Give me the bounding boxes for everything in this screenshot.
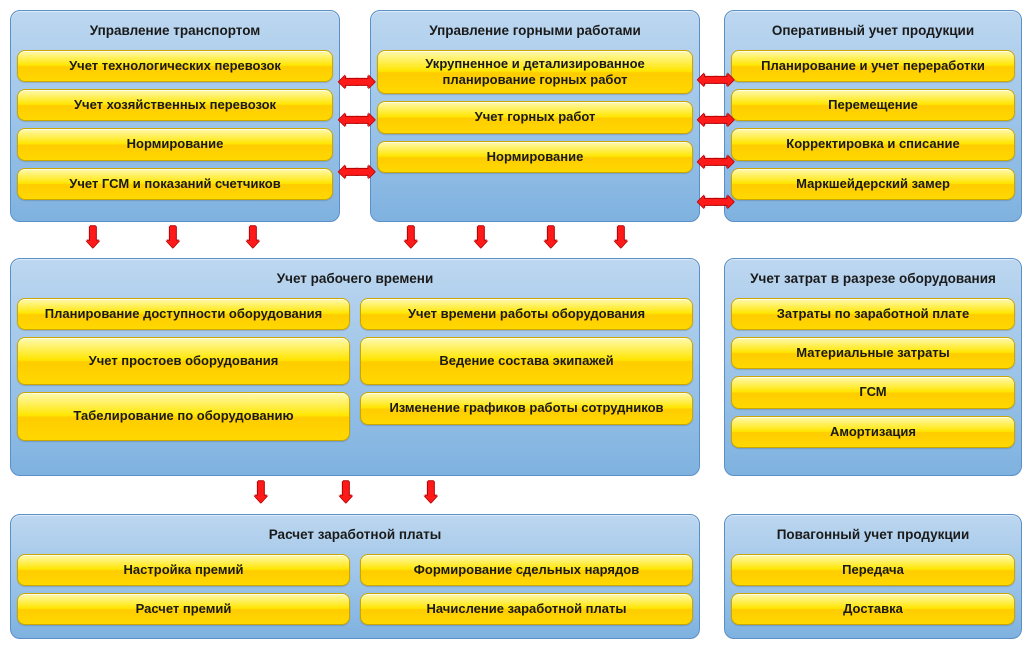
- item: Материальные затраты: [731, 337, 1015, 369]
- arrow-bi-icon: ⬅➡: [338, 106, 370, 132]
- panel-payroll-title: Расчет заработной платы: [17, 521, 693, 554]
- item: Амортизация: [731, 416, 1015, 448]
- item: Учет горных работ: [377, 101, 693, 133]
- panel-worktime: Учет рабочего времени Планирование досту…: [10, 258, 700, 476]
- panel-transport: Управление транспортом Учет технологичес…: [10, 10, 340, 222]
- arrow-down-icon: ⬇: [540, 223, 562, 252]
- arrow-bi-icon: ⬅➡: [697, 66, 729, 92]
- arrow-down-icon: ⬇: [335, 478, 357, 507]
- item: Доставка: [731, 593, 1015, 625]
- arrow-down-icon: ⬇: [162, 223, 184, 252]
- item: Учет времени работы оборудования: [360, 298, 693, 330]
- item: Настройка премий: [17, 554, 350, 586]
- arrow-bi-icon: ⬅➡: [338, 158, 370, 184]
- item: Расчет премий: [17, 593, 350, 625]
- item: Корректировка и списание: [731, 128, 1015, 160]
- item: Учет хозяйственных перевозок: [17, 89, 333, 121]
- item: Ведение состава экипажей: [360, 337, 693, 385]
- item: ГСМ: [731, 376, 1015, 408]
- arrow-down-icon: ⬇: [400, 223, 422, 252]
- arrow-down-icon: ⬇: [610, 223, 632, 252]
- panel-product-ops: Оперативный учет продукции Планирование …: [724, 10, 1022, 222]
- arrow-bi-icon: ⬅➡: [338, 68, 370, 94]
- arrow-bi-icon: ⬅➡: [697, 188, 729, 214]
- item: Перемещение: [731, 89, 1015, 121]
- arrow-down-icon: ⬇: [250, 478, 272, 507]
- panel-mining-title: Управление горными работами: [377, 17, 693, 50]
- item: Нормирование: [17, 128, 333, 160]
- arrow-down-icon: ⬇: [242, 223, 264, 252]
- item: Учет технологических перевозок: [17, 50, 333, 82]
- item: Табелирование по оборудованию: [17, 392, 350, 440]
- item: Учет простоев оборудования: [17, 337, 350, 385]
- panel-wagon: Повагонный учет продукции Передача Доста…: [724, 514, 1022, 639]
- item: Затраты по заработной плате: [731, 298, 1015, 330]
- item: Начисление заработной платы: [360, 593, 693, 625]
- item: Планирование и учет переработки: [731, 50, 1015, 82]
- panel-costs: Учет затрат в разрезе оборудования Затра…: [724, 258, 1022, 476]
- arrow-bi-icon: ⬅➡: [697, 148, 729, 174]
- panel-costs-title: Учет затрат в разрезе оборудования: [731, 265, 1015, 298]
- item: Учет ГСМ и показаний счетчиков: [17, 168, 333, 200]
- item: Планирование доступности оборудования: [17, 298, 350, 330]
- arrow-down-icon: ⬇: [470, 223, 492, 252]
- arrow-down-icon: ⬇: [82, 223, 104, 252]
- arrow-bi-icon: ⬅➡: [697, 106, 729, 132]
- item: Формирование сдельных нарядов: [360, 554, 693, 586]
- panel-worktime-title: Учет рабочего времени: [17, 265, 693, 298]
- arrow-down-icon: ⬇: [420, 478, 442, 507]
- panel-product-ops-title: Оперативный учет продукции: [731, 17, 1015, 50]
- item: Передача: [731, 554, 1015, 586]
- item: Укрупненное и детализированное планирова…: [377, 50, 693, 95]
- panel-mining: Управление горными работами Укрупненное …: [370, 10, 700, 222]
- item: Маркшейдерский замер: [731, 168, 1015, 200]
- item: Нормирование: [377, 141, 693, 173]
- item: Изменение графиков работы сотрудников: [360, 392, 693, 424]
- panel-wagon-title: Повагонный учет продукции: [731, 521, 1015, 554]
- panel-transport-title: Управление транспортом: [17, 17, 333, 50]
- panel-payroll: Расчет заработной платы Настройка премий…: [10, 514, 700, 639]
